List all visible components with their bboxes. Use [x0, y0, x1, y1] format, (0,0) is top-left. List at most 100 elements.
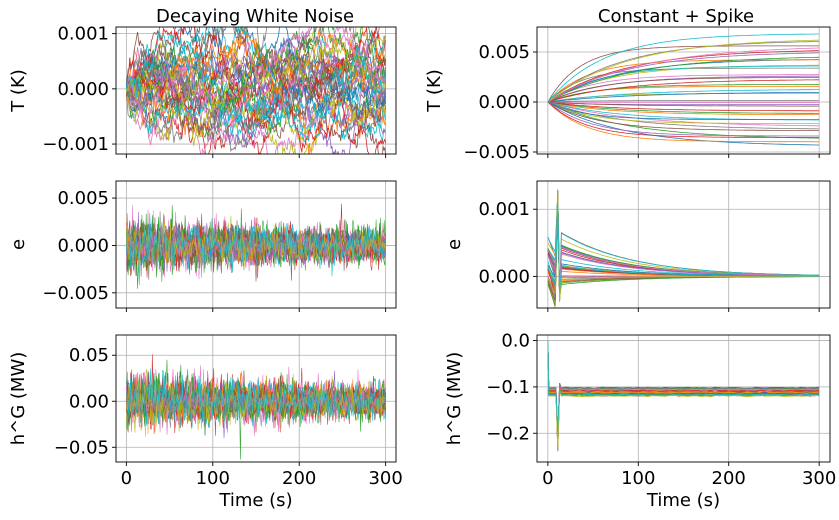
series-line — [547, 340, 820, 446]
series-line — [547, 101, 820, 114]
series-line — [126, 37, 386, 113]
x-tick-label: 200 — [712, 468, 746, 489]
series-line — [547, 100, 820, 103]
series-line — [547, 101, 820, 120]
panel-2: −0.005 0.000 0.005 T (K) — [424, 26, 831, 163]
y-axis-label: T (K) — [8, 69, 29, 113]
panel-3: −0.005 0.000 0.005 e — [8, 180, 397, 312]
x-tick-label: 100 — [196, 468, 230, 489]
axes-frame — [115, 334, 397, 463]
series-line — [547, 59, 820, 103]
series-line — [547, 101, 820, 115]
series-group — [547, 340, 820, 452]
series-line — [547, 65, 820, 103]
series-line — [126, 46, 386, 115]
y-tick-label: 0.000 — [57, 79, 109, 100]
x-tick-label: 300 — [802, 468, 836, 489]
series-line — [126, 31, 386, 149]
y-axis-label: e — [444, 239, 465, 250]
series-line — [547, 101, 820, 131]
x-tick-label: 0 — [542, 468, 553, 489]
y-axis-label: h^G (MW) — [444, 352, 465, 446]
axes-frame — [115, 26, 397, 155]
series-group — [547, 33, 820, 146]
axes-frame — [536, 26, 831, 155]
series-line — [126, 384, 386, 414]
y-tick-label: 0.000 — [478, 266, 530, 287]
x-axis-label: Time (s) — [646, 490, 720, 511]
y-tick-label: −0.05 — [54, 437, 109, 458]
series-line — [126, 371, 386, 432]
y-tick-label: 0.00 — [69, 391, 109, 412]
y-tick-label: 0.05 — [69, 345, 109, 366]
series-line — [547, 74, 820, 103]
series-line — [547, 340, 820, 452]
series-line — [547, 340, 820, 445]
series-line — [547, 203, 820, 292]
y-tick-label: −0.001 — [42, 134, 109, 155]
series-line — [547, 89, 820, 103]
y-axis-label: T (K) — [424, 69, 445, 113]
panel-6: 0 100 200 300 0.0 −0.1 −0.2 h^G (MW) Time (s) — [444, 331, 836, 511]
y-axis-label: h^G (MW) — [8, 352, 29, 446]
series-line — [126, 79, 386, 147]
y-tick-label: 0.001 — [478, 199, 530, 220]
series-line — [126, 48, 386, 154]
x-tick-label: 0 — [121, 468, 132, 489]
y-tick-label: −0.1 — [486, 377, 530, 398]
x-axis-label: Time (s) — [218, 490, 292, 511]
y-tick-label: 0.005 — [478, 42, 530, 63]
col-title-right: Constant + Spike — [598, 6, 754, 27]
series-line — [547, 50, 820, 103]
series-line — [547, 33, 820, 103]
col-title-left: Decaying White Noise — [156, 6, 354, 27]
series-line — [547, 340, 820, 444]
y-tick-label: −0.005 — [463, 142, 530, 163]
series-group — [126, 203, 386, 289]
x-tick-label: 200 — [282, 468, 316, 489]
series-line — [547, 101, 820, 112]
series-line — [547, 77, 820, 103]
x-tick-label: 300 — [368, 468, 402, 489]
series-line — [547, 101, 820, 146]
y-tick-label: 0.0 — [501, 331, 530, 352]
series-line — [547, 101, 820, 127]
series-line — [547, 205, 820, 295]
series-group — [126, 27, 386, 154]
y-tick-label: 0.000 — [478, 92, 530, 113]
series-line — [547, 101, 820, 124]
series-line — [126, 27, 386, 115]
y-axis-label: e — [8, 239, 29, 250]
panel-5: 0 100 200 300 −0.05 0.00 0.05 h^G (MW) Time (s) — [8, 334, 403, 511]
series-line — [547, 101, 820, 137]
series-line — [126, 374, 386, 425]
series-line — [547, 192, 820, 300]
series-line — [547, 340, 820, 448]
x-tick-label: 100 — [621, 468, 655, 489]
series-group — [126, 354, 386, 460]
series-line — [126, 39, 386, 153]
series-line — [126, 29, 386, 130]
y-tick-label: 0.001 — [57, 24, 109, 45]
series-line — [547, 47, 820, 103]
series-line — [547, 101, 820, 138]
series-line — [547, 92, 820, 103]
y-tick-label: −0.005 — [42, 283, 109, 304]
series-line — [547, 101, 820, 107]
series-line — [547, 101, 820, 143]
series-line — [126, 37, 386, 118]
series-group — [547, 189, 820, 308]
panel-4: 0.000 0.001 e — [444, 180, 831, 312]
series-line — [547, 79, 820, 103]
axes-frame — [115, 180, 397, 309]
series-line — [547, 340, 820, 430]
y-tick-label: 0.005 — [57, 188, 109, 209]
y-tick-label: 0.000 — [57, 235, 109, 256]
series-line — [126, 60, 386, 135]
axes-frame — [536, 334, 831, 463]
series-line — [547, 202, 820, 303]
panel-1: −0.001 0.000 0.001 T (K) — [8, 24, 397, 158]
series-line — [547, 45, 820, 103]
